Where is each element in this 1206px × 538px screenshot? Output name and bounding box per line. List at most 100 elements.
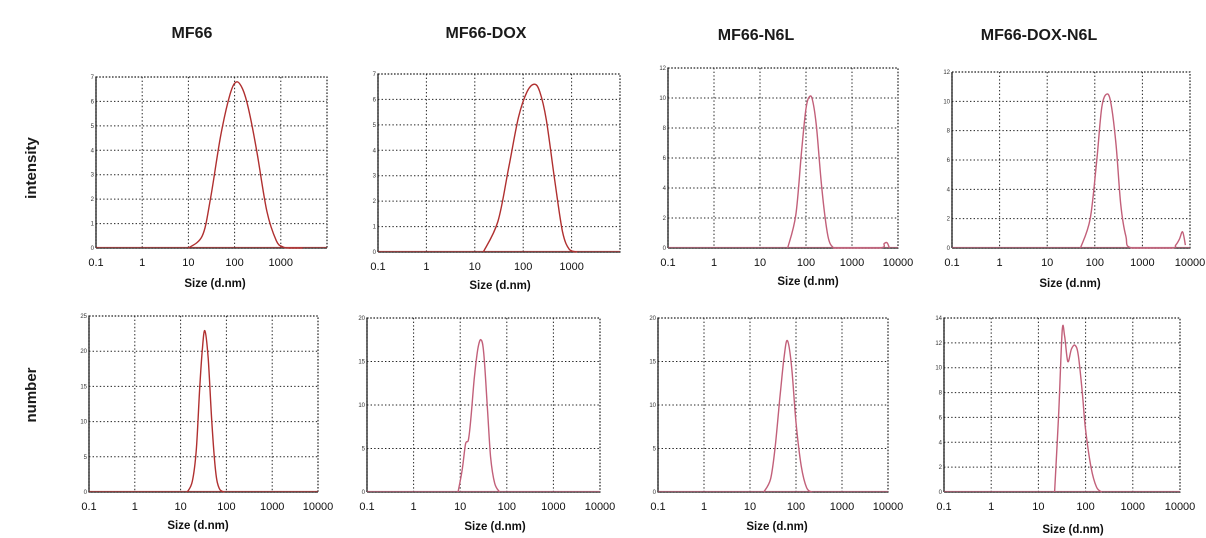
column-title-mf66-n6l: MF66-N6L (718, 27, 795, 44)
y-tick-label: 6 (939, 415, 943, 421)
size-distribution-curve (187, 81, 303, 249)
y-tick-label: 5 (84, 455, 88, 461)
y-tick-label: 15 (80, 384, 87, 390)
y-tick-label: 7 (373, 72, 377, 78)
chart-panel: 0 5 10 15 20 25 0.1 1 10 100 1000 10000 Size (d.nm) (80, 314, 333, 532)
x-tick-label: 100 (514, 261, 532, 273)
y-tick-label: 0 (362, 490, 366, 496)
x-tick-label: 0.1 (936, 501, 951, 513)
x-axis-label: Size (d.nm) (184, 278, 246, 290)
size-distribution-curve (1053, 324, 1103, 493)
chart-panel: 0 2 4 6 8 10 12 0.1 1 10 100 1000 10000 Size (d.nm) (943, 70, 1205, 290)
column-title-mf66-dox-n6l: MF66-DOX-N6L (981, 27, 1098, 44)
x-tick-label: 1000 (260, 501, 284, 513)
x-tick-label: 1000 (1130, 257, 1154, 269)
y-tick-label: 14 (935, 316, 942, 322)
y-tick-label: 0 (91, 246, 95, 252)
x-tick-label: 10 (754, 257, 766, 269)
y-tick-label: 6 (373, 97, 377, 103)
chart-panel: 0 1 2 3 4 5 6 7 0.1 1 10 100 1000 Size (d.nm) (370, 72, 621, 292)
y-tick-label: 12 (943, 70, 950, 76)
x-tick-label: 10 (1032, 501, 1044, 513)
size-distribution-curve (457, 338, 501, 493)
y-tick-label: 20 (358, 316, 365, 322)
x-tick-label: 100 (225, 257, 243, 269)
row-label-number: number (23, 367, 40, 422)
y-tick-label: 12 (659, 66, 666, 72)
x-tick-label: 0.1 (370, 261, 385, 273)
y-tick-label: 12 (935, 341, 942, 347)
y-tick-label: 5 (91, 124, 95, 130)
x-tick-label: 100 (1076, 501, 1094, 513)
x-tick-label: 0.1 (359, 501, 374, 513)
plot-frame (377, 73, 621, 253)
x-tick-label: 10000 (1165, 501, 1196, 513)
x-tick-label: 0.1 (81, 501, 96, 513)
size-distribution-curve (787, 95, 891, 249)
y-tick-label: 2 (947, 217, 951, 223)
chart-panel: 0 5 10 15 20 0.1 1 10 100 1000 10000 Size (d.nm) (358, 316, 615, 533)
plot-frame (95, 76, 328, 249)
x-tick-label: 100 (787, 501, 805, 513)
x-tick-label: 10000 (883, 257, 914, 269)
column-title-mf66: MF66 (172, 25, 213, 42)
x-tick-label: 1000 (269, 257, 293, 269)
chart-panel: 0 2 4 6 8 10 12 0.1 1 10 100 1000 10000 Size (d.nm) (659, 66, 913, 288)
x-axis-label: Size (d.nm) (469, 280, 531, 292)
x-tick-label: 100 (797, 257, 815, 269)
y-tick-label: 3 (91, 173, 95, 179)
y-tick-label: 0 (939, 490, 943, 496)
y-tick-label: 0 (84, 490, 88, 496)
y-tick-label: 5 (373, 123, 377, 129)
y-tick-label: 25 (80, 314, 87, 320)
y-tick-label: 4 (947, 187, 951, 193)
x-tick-label: 100 (217, 501, 235, 513)
size-distribution-curve (1079, 93, 1187, 249)
x-tick-label: 1 (423, 261, 429, 273)
y-tick-label: 1 (91, 222, 95, 228)
y-tick-label: 4 (939, 440, 943, 446)
y-tick-label: 4 (663, 186, 667, 192)
x-axis-label: Size (d.nm) (167, 520, 229, 532)
chart-panel: 0 5 10 15 20 0.1 1 10 100 1000 10000 Size (d.nm) (649, 316, 903, 533)
y-tick-label: 2 (663, 216, 667, 222)
x-axis-label: Size (d.nm) (777, 276, 839, 288)
x-tick-label: 10000 (585, 501, 616, 513)
y-tick-label: 10 (649, 403, 656, 409)
y-tick-label: 15 (358, 360, 365, 366)
y-tick-label: 6 (663, 156, 667, 162)
y-tick-label: 2 (373, 199, 377, 205)
x-tick-label: 0.1 (650, 501, 665, 513)
y-tick-label: 0 (663, 246, 667, 252)
x-tick-label: 10000 (303, 501, 334, 513)
x-tick-label: 10 (469, 261, 481, 273)
y-tick-label: 2 (939, 465, 943, 471)
x-tick-label: 100 (498, 501, 516, 513)
y-tick-label: 0 (947, 246, 951, 252)
y-tick-label: 8 (947, 129, 951, 135)
x-tick-label: 10 (454, 501, 466, 513)
x-tick-label: 1000 (541, 501, 565, 513)
chart-panel: 0 1 2 3 4 5 6 7 0.1 1 10 100 1000 Size (d.nm) (88, 75, 328, 290)
x-axis-label: Size (d.nm) (464, 521, 526, 533)
x-tick-label: 1000 (830, 501, 854, 513)
size-distribution-curve (186, 329, 225, 493)
x-tick-label: 10 (744, 501, 756, 513)
y-tick-label: 5 (653, 447, 657, 453)
row-label-intensity: intensity (23, 137, 40, 199)
y-tick-label: 20 (649, 316, 656, 322)
y-tick-label: 8 (939, 391, 943, 397)
y-tick-label: 10 (943, 99, 950, 105)
x-tick-label: 1 (988, 501, 994, 513)
x-tick-label: 10 (182, 257, 194, 269)
x-tick-label: 100 (1086, 257, 1104, 269)
y-tick-label: 10 (659, 96, 666, 102)
y-tick-label: 10 (935, 366, 942, 372)
x-tick-label: 0.1 (660, 257, 675, 269)
x-tick-label: 0.1 (944, 257, 959, 269)
column-title-mf66-dox: MF66-DOX (446, 25, 527, 42)
y-tick-label: 0 (373, 250, 377, 256)
x-tick-label: 1 (997, 257, 1003, 269)
x-tick-label: 1 (132, 501, 138, 513)
